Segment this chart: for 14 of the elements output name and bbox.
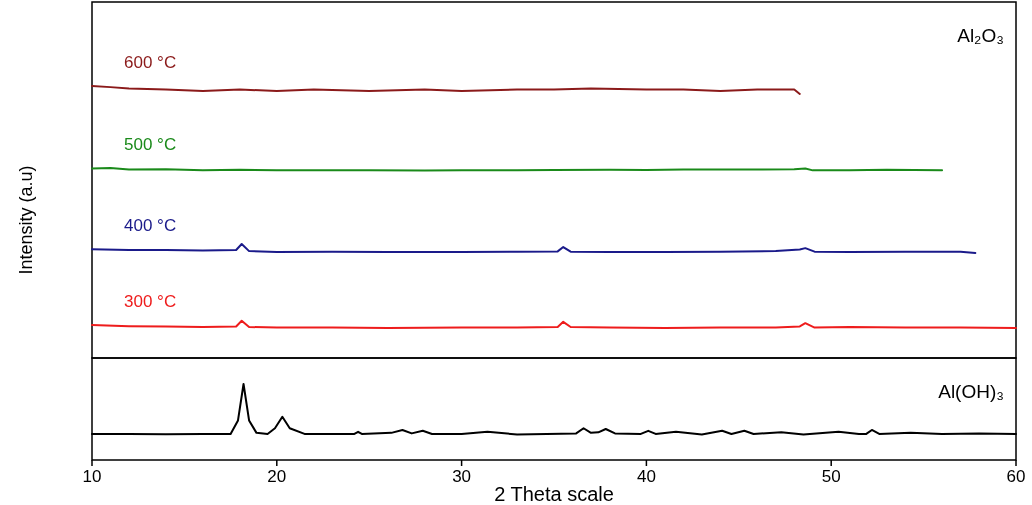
series-label: 400 °C	[124, 216, 177, 236]
x-tick-label: 40	[636, 467, 656, 486]
y-axis-title: Intensity (a.u)	[16, 165, 36, 275]
series-label: 600 °C	[124, 53, 177, 73]
annotation: Al(OH)₃	[938, 381, 1004, 402]
x-tick-label: 10	[82, 467, 102, 486]
x-tick-label: 50	[821, 467, 841, 486]
x-tick-label: 20	[267, 467, 287, 486]
series-label: 300 °C	[124, 292, 177, 312]
x-tick-label: 60	[1006, 467, 1026, 486]
series-label: 500 °C	[124, 135, 177, 155]
text: Al₂O₃	[957, 25, 1004, 46]
x-tick-label: 30	[452, 467, 472, 486]
x-axis-title: 2 Theta scale	[494, 483, 614, 505]
